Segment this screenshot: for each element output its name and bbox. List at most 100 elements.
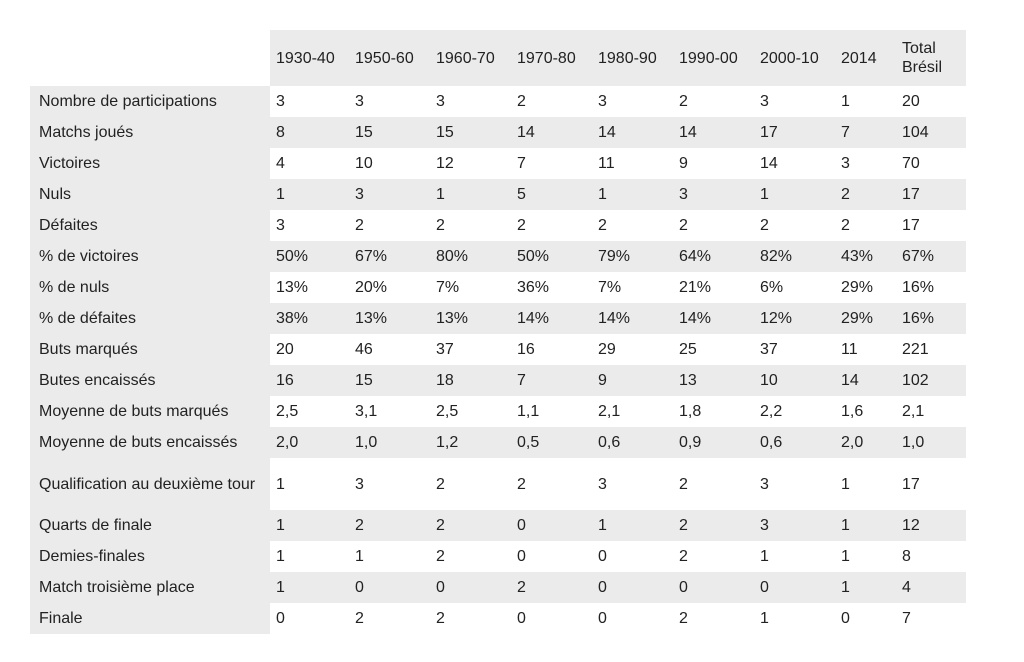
cell: 0 bbox=[598, 548, 607, 565]
cell: 8 bbox=[902, 548, 911, 565]
column-header: 1960-70 bbox=[430, 30, 511, 86]
corner-cell bbox=[30, 30, 270, 86]
cell: 3 bbox=[276, 93, 285, 110]
cell: 11 bbox=[598, 155, 615, 172]
cell: 2,0 bbox=[270, 427, 349, 458]
cell: 1 bbox=[276, 475, 285, 493]
cell: 20% bbox=[355, 279, 388, 296]
cell: 2 bbox=[436, 217, 445, 234]
row-label: % de nuls bbox=[30, 272, 270, 303]
cell: 14% bbox=[673, 303, 754, 334]
cell: 79% bbox=[592, 241, 673, 272]
cell: 17 bbox=[754, 117, 835, 148]
cell: 2 bbox=[436, 475, 445, 493]
cell: 16% bbox=[896, 303, 966, 334]
cell: 5 bbox=[511, 179, 592, 210]
cell: 9 bbox=[592, 365, 673, 396]
row-label: Butes encaissés bbox=[30, 365, 270, 396]
cell: 18 bbox=[430, 365, 511, 396]
cell: 2,5 bbox=[436, 403, 459, 420]
cell: 1 bbox=[270, 179, 349, 210]
cell: 3 bbox=[355, 475, 364, 493]
cell: 37 bbox=[436, 341, 454, 358]
cell: 10 bbox=[355, 155, 373, 172]
cell: 2,1 bbox=[902, 403, 925, 420]
cell: 1 bbox=[835, 510, 896, 541]
row-label: Finale bbox=[30, 603, 270, 634]
cell: 1 bbox=[760, 548, 769, 565]
cell: 1,1 bbox=[517, 403, 540, 420]
cell: 2 bbox=[841, 217, 850, 234]
table-row: Matchs joués 8 15 15 14 14 14 17 7 104 bbox=[30, 117, 966, 148]
cell: 16% bbox=[902, 279, 935, 296]
column-header: 1980-90 bbox=[592, 30, 673, 86]
cell: 64% bbox=[673, 241, 754, 272]
cell: 0 bbox=[841, 610, 850, 627]
cell: 20 bbox=[902, 93, 920, 110]
column-header: 1970-80 bbox=[511, 30, 592, 86]
row-label: Quarts de finale bbox=[30, 510, 270, 541]
table-row: Butes encaissés 16 15 18 7 9 13 10 14 102 bbox=[30, 365, 966, 396]
header-row: 1930-40 1950-60 1960-70 1970-80 1980-90 1990-… bbox=[30, 30, 966, 86]
cell: 7% bbox=[436, 279, 460, 296]
cell: 1 bbox=[841, 93, 850, 110]
row-label: Buts marqués bbox=[30, 334, 270, 365]
cell: 70 bbox=[902, 155, 920, 172]
cell: 1,0 bbox=[349, 427, 430, 458]
cell: 50% bbox=[270, 241, 349, 272]
table-row: % de victoires 50% 67% 80% 50% 79% 64% 82% 43% 67… bbox=[30, 241, 966, 272]
cell: 2 bbox=[436, 610, 445, 627]
cell: 12 bbox=[896, 510, 966, 541]
cell: 1 bbox=[592, 510, 673, 541]
cell: 80% bbox=[430, 241, 511, 272]
cell: 2 bbox=[598, 217, 607, 234]
cell: 13 bbox=[673, 365, 754, 396]
cell: 0 bbox=[511, 510, 592, 541]
cell: 37 bbox=[760, 341, 778, 358]
cell: 14% bbox=[511, 303, 592, 334]
cell: 7 bbox=[517, 155, 526, 172]
cell: 1 bbox=[754, 179, 835, 210]
cell: 0,6 bbox=[754, 427, 835, 458]
row-label: Défaites bbox=[30, 210, 270, 241]
cell: 1 bbox=[270, 510, 349, 541]
cell: 14 bbox=[592, 117, 673, 148]
cell: 17 bbox=[902, 475, 920, 493]
table-row: Match troisième place 1 0 0 2 0 0 0 1 4 bbox=[30, 572, 966, 603]
cell: 2 bbox=[349, 510, 430, 541]
cell: 2 bbox=[517, 93, 526, 110]
row-label: Matchs joués bbox=[30, 117, 270, 148]
cell: 2 bbox=[679, 548, 688, 565]
cell: 9 bbox=[679, 155, 688, 172]
cell: 2 bbox=[679, 475, 688, 493]
cell: 29% bbox=[835, 303, 896, 334]
cell: 2 bbox=[673, 510, 754, 541]
cell: 102 bbox=[896, 365, 966, 396]
column-header: 2014 bbox=[835, 30, 896, 86]
table-row: % de nuls 13% 20% 7% 36% 7% 21% 6% 29% 16% bbox=[30, 272, 966, 303]
cell: 16 bbox=[517, 341, 535, 358]
table-row: Moyenne de buts encaissés 2,0 1,0 1,2 0,5 0,6… bbox=[30, 427, 966, 458]
cell: 17 bbox=[896, 179, 966, 210]
cell: 2 bbox=[679, 610, 688, 627]
row-label: Nombre de participations bbox=[30, 86, 270, 117]
cell: 17 bbox=[902, 217, 920, 234]
cell: 3 bbox=[276, 217, 285, 234]
column-header: 2000-10 bbox=[754, 30, 835, 86]
stats-table: 1930-40 1950-60 1960-70 1970-80 1980-90 1990-… bbox=[30, 30, 966, 634]
cell: 1 bbox=[430, 179, 511, 210]
cell: 8 bbox=[270, 117, 349, 148]
cell: 7 bbox=[902, 610, 911, 627]
cell: 2,1 bbox=[598, 403, 621, 420]
cell: 2,5 bbox=[276, 403, 299, 420]
row-label: % de défaites bbox=[30, 303, 270, 334]
cell: 38% bbox=[270, 303, 349, 334]
cell: 2 bbox=[517, 475, 526, 493]
cell: 50% bbox=[511, 241, 592, 272]
cell: 16 bbox=[270, 365, 349, 396]
cell: 1,8 bbox=[679, 403, 702, 420]
cell: 0 bbox=[430, 572, 511, 603]
cell: 1 bbox=[355, 548, 364, 565]
cell: 4 bbox=[896, 572, 966, 603]
row-label: Victoires bbox=[30, 148, 270, 179]
